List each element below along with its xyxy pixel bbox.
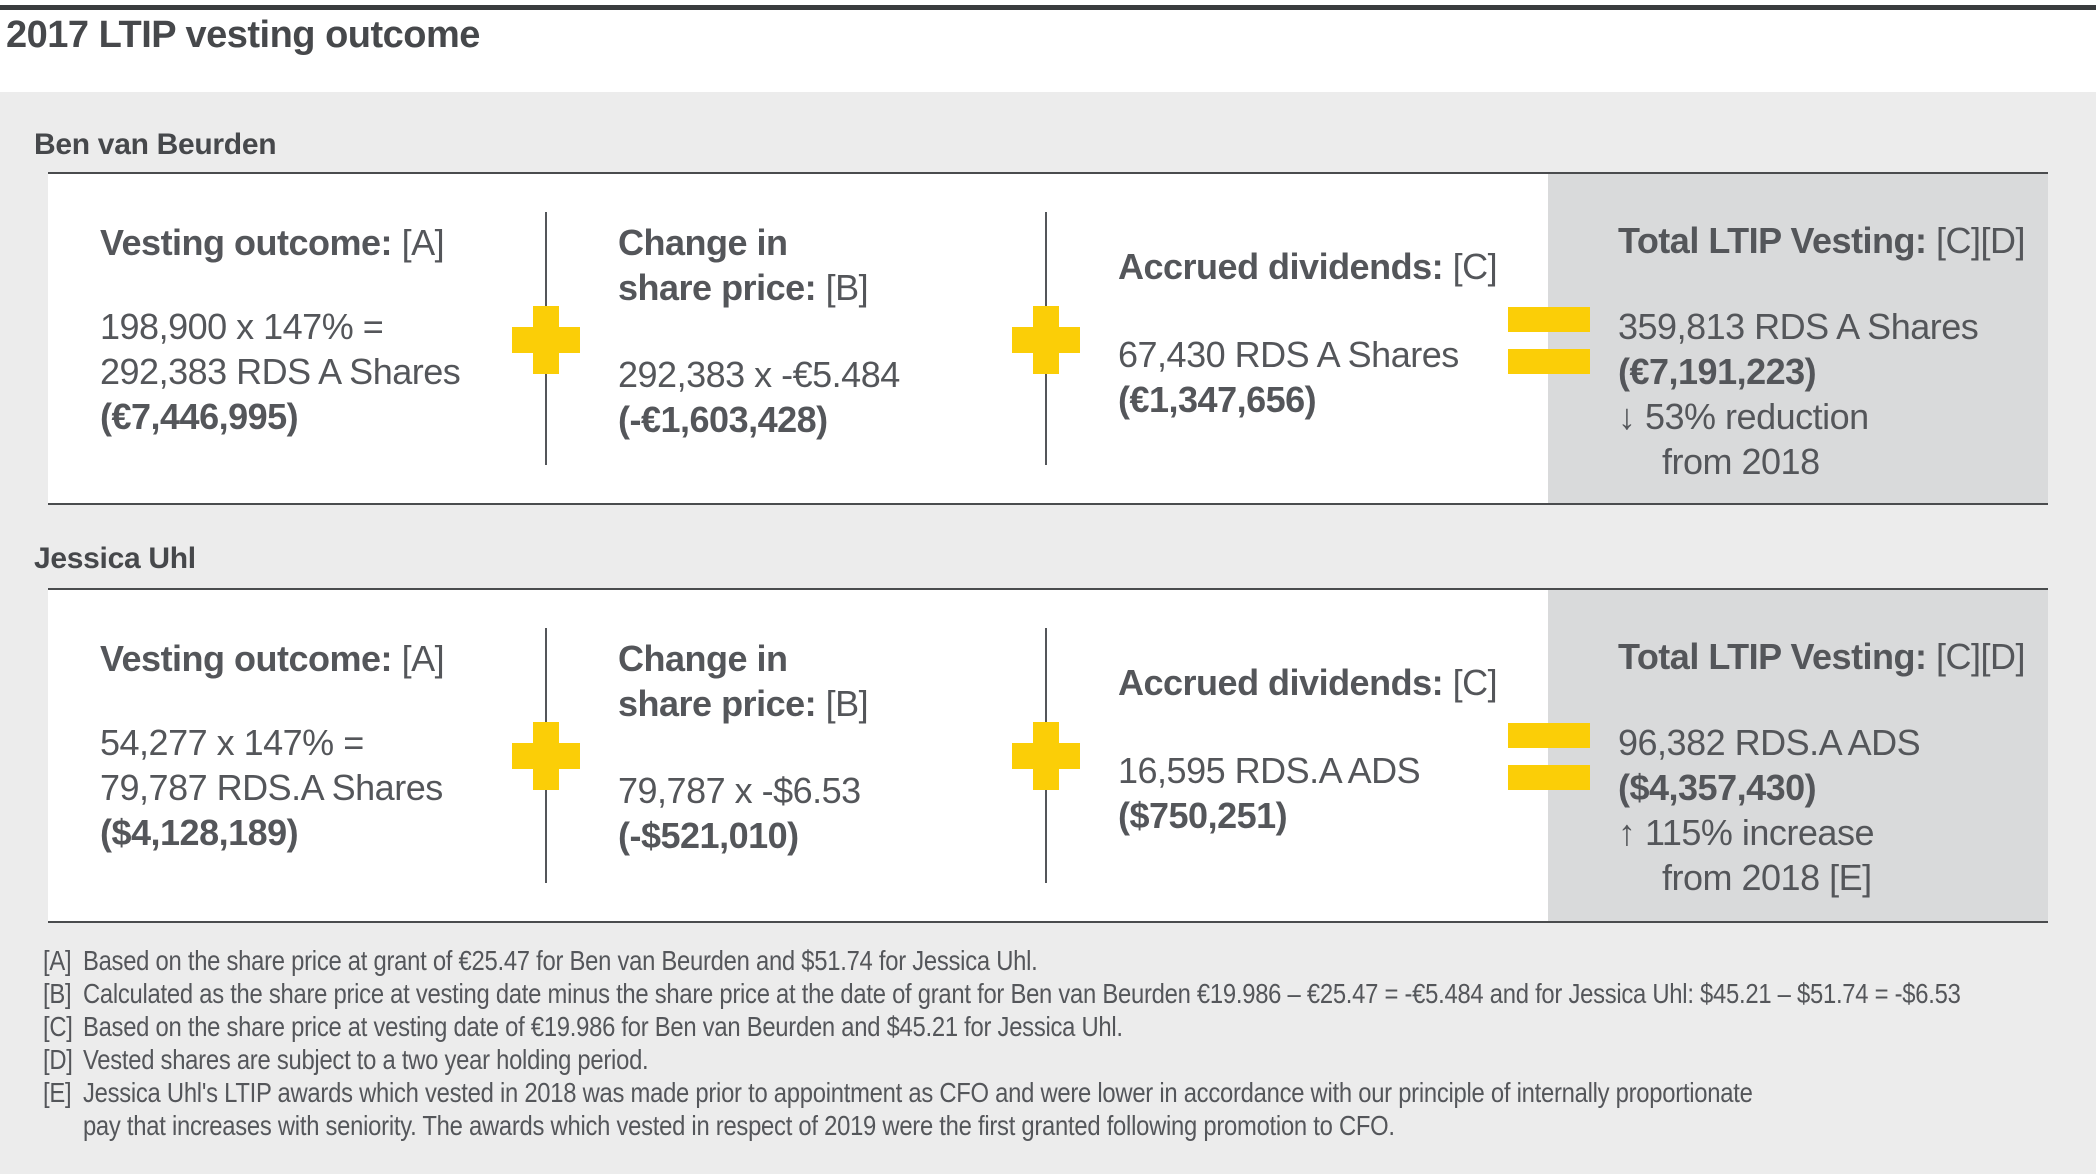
total-change-vs-prior-year-line2: from 2018 bbox=[1662, 441, 1820, 482]
footnote-ref-a: [A] bbox=[401, 638, 445, 679]
footnote-ref-b: [B] bbox=[825, 683, 869, 724]
total-change-vs-prior-year: ↑ 115% increase bbox=[1618, 812, 1874, 853]
total-value: (€7,191,223) bbox=[1618, 351, 1817, 392]
footnote-item: [B] Calculated as the share price at vest… bbox=[43, 977, 2049, 1010]
plus-icon bbox=[512, 306, 580, 374]
accrued-dividends-section: Accrued dividends: [C] 67,430 RDS A Shar… bbox=[1118, 174, 1548, 503]
person-label-jessica-uhl: Jessica Uhl bbox=[34, 542, 196, 575]
footnote-ref: [D] bbox=[43, 1044, 73, 1075]
vesting-result: 292,383 RDS A Shares bbox=[100, 351, 461, 392]
plus-icon bbox=[1012, 722, 1080, 790]
accrued-result: 16,595 RDS.A ADS bbox=[1118, 750, 1421, 791]
vesting-card-ben-van-beurden: Vesting outcome: [A] 198,900 x 147% = 29… bbox=[48, 172, 2048, 505]
footnote-ref-c: [C] bbox=[1452, 662, 1498, 703]
accrued-result: 67,430 RDS A Shares bbox=[1118, 334, 1459, 375]
footnote-text: Based on the share price at grant of €25… bbox=[82, 945, 1038, 976]
footnote-ref: [B] bbox=[43, 978, 72, 1009]
total-ltip-panel bbox=[1548, 590, 2048, 921]
total-result: 359,813 RDS A Shares bbox=[1618, 306, 1979, 347]
total-ltip-values: 359,813 RDS A Shares (€7,191,223) ↓ 53% … bbox=[1618, 304, 1979, 484]
accrued-dividends-label: Accrued dividends: bbox=[1118, 662, 1444, 703]
vesting-value: ($4,128,189) bbox=[100, 812, 299, 853]
footnote-item: [E] Jessica Uhl's LTIP awards which veste… bbox=[43, 1076, 2049, 1142]
footnote-item: [C] Based on the share price at vesting d… bbox=[43, 1010, 2049, 1043]
vesting-outcome-section: Vesting outcome: [A] 198,900 x 147% = 29… bbox=[100, 174, 540, 503]
total-ltip-header: Total LTIP Vesting: [C][D] bbox=[1618, 218, 2026, 263]
footnote-text: Calculated as the share price at vesting… bbox=[82, 978, 1961, 1009]
total-change-vs-prior-year-line2: from 2018 [E] bbox=[1662, 857, 1872, 898]
plus-icon bbox=[1012, 306, 1080, 374]
footnote-text: Based on the share price at vesting date… bbox=[82, 1011, 1123, 1042]
change-values: 79,787 x -$6.53 (-$521,010) bbox=[618, 768, 861, 858]
equals-icon bbox=[1508, 723, 1590, 790]
footnote-ref-cd: [C][D] bbox=[1936, 636, 2026, 677]
change-calc: 79,787 x -$6.53 bbox=[618, 770, 861, 811]
footnote-text: Vested shares are subject to a two year … bbox=[82, 1044, 649, 1075]
total-result: 96,382 RDS.A ADS bbox=[1618, 722, 1921, 763]
vesting-calc: 54,277 x 147% = bbox=[100, 722, 364, 763]
accrued-dividends-section: Accrued dividends: [C] 16,595 RDS.A ADS … bbox=[1118, 590, 1548, 921]
change-label-line1: Change in bbox=[618, 638, 788, 679]
vesting-result: 79,787 RDS.A Shares bbox=[100, 767, 443, 808]
footnote-ref-b: [B] bbox=[825, 267, 869, 308]
total-ltip-label: Total LTIP Vesting: bbox=[1618, 220, 1927, 261]
top-rule-divider bbox=[0, 5, 2096, 10]
vesting-outcome-section: Vesting outcome: [A] 54,277 x 147% = 79,… bbox=[100, 590, 540, 921]
footnote-item: [A] Based on the share price at grant of … bbox=[43, 944, 2049, 977]
vesting-outcome-values: 54,277 x 147% = 79,787 RDS.A Shares ($4,… bbox=[100, 720, 443, 855]
footnote-list: [A] Based on the share price at grant of … bbox=[43, 944, 2049, 1142]
change-in-share-price-section: Change in share price: [B] 79,787 x -$6.… bbox=[618, 590, 1038, 921]
accrued-value: (€1,347,656) bbox=[1118, 379, 1317, 420]
accrued-dividends-header: Accrued dividends: [C] bbox=[1118, 244, 1498, 289]
total-value: ($4,357,430) bbox=[1618, 767, 1817, 808]
change-values: 292,383 x -€5.484 (-€1,603,428) bbox=[618, 352, 900, 442]
footnote-ref: [C] bbox=[43, 1011, 73, 1042]
footnote-text: Jessica Uhl's LTIP awards which vested i… bbox=[82, 1077, 1753, 1141]
vesting-outcome-label: Vesting outcome: bbox=[100, 638, 393, 679]
change-in-share-price-header: Change in share price: [B] bbox=[618, 636, 869, 726]
change-value: (-€1,603,428) bbox=[618, 399, 828, 440]
equals-icon bbox=[1508, 307, 1590, 374]
total-ltip-vesting-section: Total LTIP Vesting: [C][D] 359,813 RDS A… bbox=[1618, 174, 2088, 503]
vesting-outcome-header: Vesting outcome: [A] bbox=[100, 220, 445, 265]
vesting-outcome-label: Vesting outcome: bbox=[100, 222, 393, 263]
accrued-dividends-header: Accrued dividends: [C] bbox=[1118, 660, 1498, 705]
page-title: 2017 LTIP vesting outcome bbox=[6, 14, 480, 56]
vesting-outcome-header: Vesting outcome: [A] bbox=[100, 636, 445, 681]
change-in-share-price-header: Change in share price: [B] bbox=[618, 220, 869, 310]
footnote-ref-cd: [C][D] bbox=[1936, 220, 2026, 261]
total-ltip-panel bbox=[1548, 174, 2048, 503]
person-label-ben-van-beurden: Ben van Beurden bbox=[34, 128, 277, 161]
change-calc: 292,383 x -€5.484 bbox=[618, 354, 900, 395]
change-label-line1: Change in bbox=[618, 222, 788, 263]
footnote-ref-c: [C] bbox=[1452, 246, 1498, 287]
footnote-ref: [A] bbox=[43, 945, 72, 976]
change-label-line2: share price: bbox=[618, 683, 817, 724]
change-label-line2: share price: bbox=[618, 267, 817, 308]
total-ltip-vesting-section: Total LTIP Vesting: [C][D] 96,382 RDS.A … bbox=[1618, 590, 2088, 921]
accrued-value: ($750,251) bbox=[1118, 795, 1288, 836]
vesting-calc: 198,900 x 147% = bbox=[100, 306, 384, 347]
footnote-ref-a: [A] bbox=[401, 222, 445, 263]
total-ltip-values: 96,382 RDS.A ADS ($4,357,430) ↑ 115% inc… bbox=[1618, 720, 1921, 900]
vesting-outcome-values: 198,900 x 147% = 292,383 RDS A Shares (€… bbox=[100, 304, 461, 439]
vesting-value: (€7,446,995) bbox=[100, 396, 299, 437]
accrued-dividends-values: 16,595 RDS.A ADS ($750,251) bbox=[1118, 748, 1421, 838]
footnote-item: [D] Vested shares are subject to a two ye… bbox=[43, 1043, 2049, 1076]
plus-icon bbox=[512, 722, 580, 790]
accrued-dividends-label: Accrued dividends: bbox=[1118, 246, 1444, 287]
change-value: (-$521,010) bbox=[618, 815, 799, 856]
footnote-ref: [E] bbox=[43, 1077, 72, 1108]
total-change-vs-prior-year: ↓ 53% reduction bbox=[1618, 396, 1869, 437]
change-in-share-price-section: Change in share price: [B] 292,383 x -€5… bbox=[618, 174, 1038, 503]
total-ltip-header: Total LTIP Vesting: [C][D] bbox=[1618, 634, 2026, 679]
vesting-card-jessica-uhl: Vesting outcome: [A] 54,277 x 147% = 79,… bbox=[48, 588, 2048, 923]
accrued-dividends-values: 67,430 RDS A Shares (€1,347,656) bbox=[1118, 332, 1459, 422]
total-ltip-label: Total LTIP Vesting: bbox=[1618, 636, 1927, 677]
